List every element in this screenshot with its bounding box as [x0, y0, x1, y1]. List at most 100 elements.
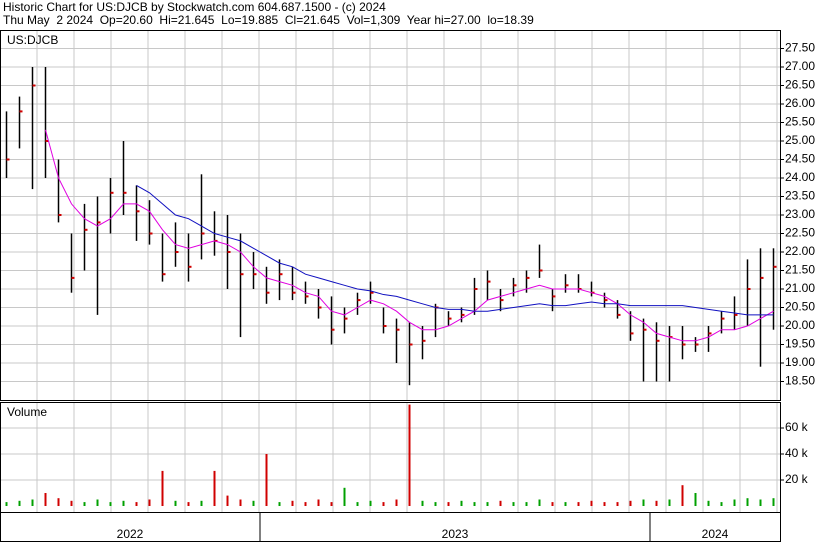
- volume-bar: [382, 502, 385, 506]
- header-title: Historic Chart for US:DJCB by Stockwatch…: [3, 0, 386, 14]
- close-mark: [604, 299, 608, 302]
- y-tick-label: 60 k: [785, 420, 809, 434]
- close-mark: [318, 306, 322, 309]
- y-tick-label: 27.00: [785, 59, 815, 73]
- moving-average: [136, 184, 774, 316]
- volume-bar: [759, 499, 762, 506]
- close-mark: [747, 288, 751, 290]
- y-tick-label: 20.50: [785, 300, 815, 314]
- volume-bar: [31, 499, 34, 506]
- volume-bar: [109, 502, 112, 506]
- close-mark: [344, 317, 348, 320]
- close-mark: [123, 191, 127, 194]
- volume-bar: [538, 499, 541, 506]
- close-mark: [461, 313, 465, 316]
- close-mark: [188, 265, 192, 268]
- close-mark: [526, 276, 530, 279]
- y-tick-label: 22.00: [785, 244, 815, 258]
- close-mark: [734, 313, 738, 316]
- close-mark: [6, 158, 10, 161]
- volume-bar: [746, 498, 749, 506]
- close-mark: [396, 328, 400, 331]
- volume-bar: [278, 502, 281, 506]
- volume-bar: [577, 502, 580, 506]
- close-mark: [279, 273, 283, 276]
- y-tick-label: 26.50: [785, 78, 815, 92]
- panel-frame: [0, 402, 781, 513]
- close-mark: [500, 299, 504, 302]
- close-mark: [695, 343, 699, 346]
- year-band-frame: [0, 512, 781, 542]
- volume-bar: [343, 487, 346, 506]
- close-mark: [682, 343, 686, 346]
- close-mark: [110, 191, 114, 194]
- volume-bar: [213, 470, 216, 506]
- volume-bar: [694, 493, 697, 506]
- volume-bar: [681, 485, 684, 506]
- y-tick-label: 19.00: [785, 355, 815, 369]
- volume-bar: [486, 502, 489, 506]
- close-mark: [643, 328, 647, 331]
- close-mark: [149, 232, 153, 235]
- volume-bar: [512, 502, 515, 506]
- volume-bar: [408, 404, 411, 506]
- volume-bar: [330, 502, 333, 506]
- volume-bar: [655, 500, 658, 506]
- y-tick-label: 18.50: [785, 374, 815, 388]
- close-mark: [474, 288, 478, 290]
- panel-label: US:DJCB: [7, 33, 58, 47]
- volume-bar: [499, 500, 502, 506]
- header-summary: Thu May 2 2024 Op=20.60 Hi=21.645 Lo=19.…: [3, 13, 534, 27]
- moving-average: [45, 129, 774, 342]
- volume-bar: [772, 498, 775, 506]
- close-mark: [422, 339, 426, 342]
- y-tick-label: 25.00: [785, 133, 815, 147]
- volume-bar: [668, 499, 671, 506]
- volume-bar: [18, 500, 21, 506]
- close-mark: [448, 317, 452, 320]
- volume-bar: [174, 500, 177, 506]
- volume-bar: [187, 502, 190, 506]
- y-tick-label: 27.50: [785, 41, 815, 55]
- volume-bar: [148, 499, 151, 506]
- close-mark: [71, 276, 75, 279]
- y-tick-label: 22.50: [785, 226, 815, 240]
- close-mark: [227, 251, 231, 253]
- volume-bar: [460, 500, 463, 506]
- volume-bar: [733, 499, 736, 506]
- volume-bar: [421, 500, 424, 506]
- volume-bar: [304, 502, 307, 506]
- volume-bar: [239, 499, 242, 506]
- volume-bar: [200, 500, 203, 506]
- close-mark: [370, 291, 374, 294]
- year-label: 2022: [117, 527, 144, 541]
- year-label: 2023: [442, 527, 469, 541]
- close-mark: [773, 265, 777, 268]
- close-mark: [409, 343, 413, 346]
- close-mark: [630, 332, 634, 335]
- volume-bar: [395, 499, 398, 506]
- close-mark: [84, 228, 88, 231]
- close-mark: [58, 214, 62, 216]
- close-mark: [487, 280, 491, 283]
- volume-bar: [265, 454, 268, 506]
- volume-bar: [434, 502, 437, 506]
- panel-frame: [0, 30, 781, 401]
- volume-bar: [447, 502, 450, 506]
- y-tick-label: 19.50: [785, 337, 815, 351]
- close-mark: [292, 291, 296, 294]
- volume-bar: [44, 493, 47, 506]
- volume-bar: [83, 502, 86, 506]
- close-mark: [162, 273, 166, 276]
- close-mark: [760, 276, 764, 279]
- y-tick-label: 23.00: [785, 207, 815, 221]
- y-tick-label: 24.00: [785, 170, 815, 184]
- y-tick-label: 21.50: [785, 263, 815, 277]
- close-mark: [565, 284, 569, 287]
- volume-bar: [96, 499, 99, 506]
- close-mark: [240, 273, 244, 276]
- y-tick-label: 24.50: [785, 152, 815, 166]
- volume-bar: [122, 500, 125, 506]
- volume-bar: [57, 498, 60, 506]
